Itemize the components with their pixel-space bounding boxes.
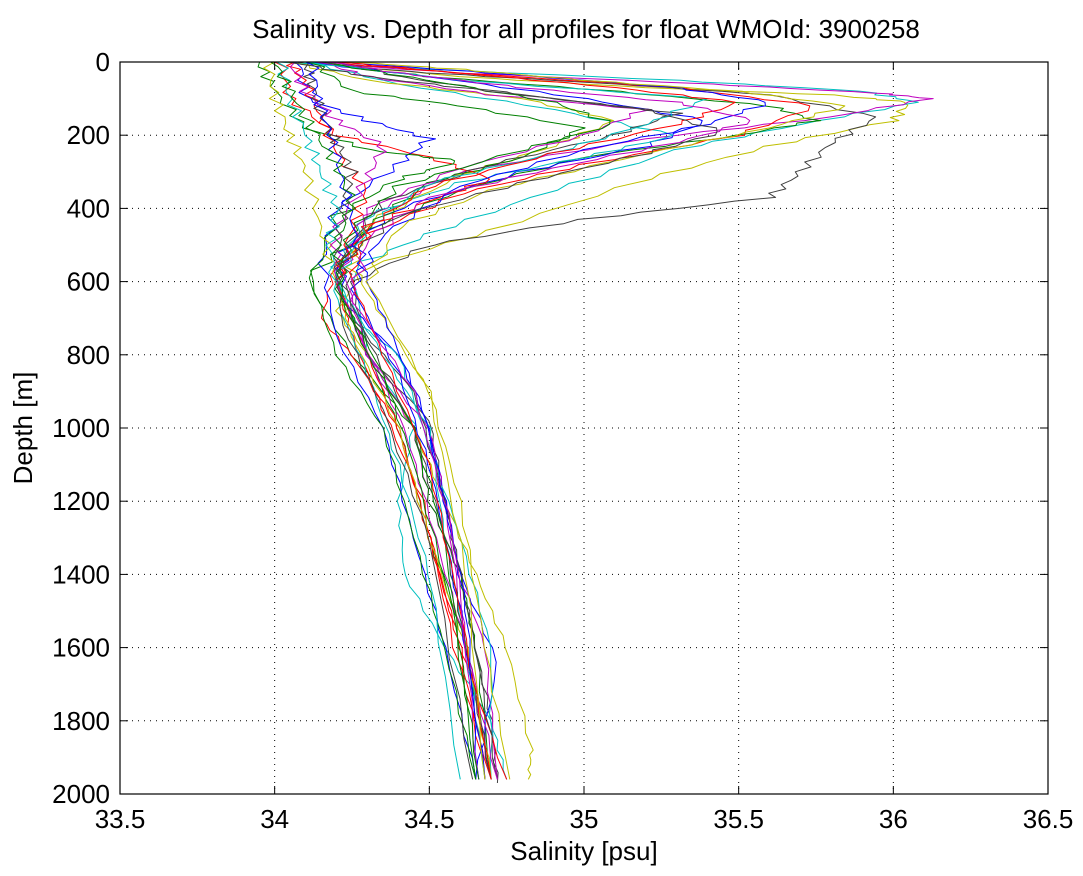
profile-lines bbox=[257, 61, 934, 784]
x-axis-label: Salinity [psu] bbox=[510, 836, 657, 866]
x-tick-label: 34.5 bbox=[404, 804, 455, 834]
y-axis-label: Depth [m] bbox=[8, 372, 38, 485]
profile-line-29 bbox=[288, 61, 718, 780]
y-tick-label: 1600 bbox=[52, 633, 110, 663]
x-tick-label: 34 bbox=[260, 804, 289, 834]
profile-line-22 bbox=[321, 61, 611, 780]
x-tick-label: 35.5 bbox=[713, 804, 764, 834]
chart-title: Salinity vs. Depth for all profiles for … bbox=[252, 14, 920, 44]
profile-line-28 bbox=[270, 61, 480, 780]
y-axis-ticks: 0 200 400 600 800 1000 1200 1400 1600 1800 2000 bbox=[52, 47, 1048, 809]
profile-line-26 bbox=[345, 61, 846, 780]
profile-line-19 bbox=[342, 61, 766, 780]
profile-line-14 bbox=[334, 61, 684, 780]
y-tick-label: 400 bbox=[67, 193, 110, 223]
profile-line-7 bbox=[306, 61, 703, 780]
profile-line-24 bbox=[276, 61, 461, 780]
x-tick-label: 36.5 bbox=[1023, 804, 1074, 834]
y-tick-label: 1800 bbox=[52, 706, 110, 736]
y-tick-label: 1200 bbox=[52, 486, 110, 516]
x-tick-label: 36 bbox=[879, 804, 908, 834]
y-tick-label: 1400 bbox=[52, 559, 110, 589]
profile-line-23 bbox=[334, 61, 736, 780]
x-axis-ticks: 33.5 34 34.5 35 35.5 36 36.5 bbox=[95, 62, 1074, 834]
profile-line-3 bbox=[280, 61, 919, 780]
profile-line-8 bbox=[304, 61, 674, 780]
y-tick-label: 800 bbox=[67, 340, 110, 370]
y-tick-label: 200 bbox=[67, 120, 110, 150]
profile-line-27 bbox=[324, 61, 751, 780]
profile-line-13 bbox=[294, 61, 477, 780]
y-tick-label: 0 bbox=[96, 47, 110, 77]
profile-line-16 bbox=[308, 61, 708, 780]
grid-lines bbox=[120, 62, 1048, 794]
profile-line-2 bbox=[294, 61, 877, 784]
profile-line-20 bbox=[289, 61, 498, 780]
y-tick-label: 600 bbox=[67, 267, 110, 297]
y-tick-label: 2000 bbox=[52, 779, 110, 809]
y-tick-label: 1000 bbox=[52, 413, 110, 443]
x-tick-label: 35 bbox=[570, 804, 599, 834]
profile-line-4 bbox=[305, 61, 934, 780]
profile-line-1 bbox=[308, 61, 909, 780]
profile-line-10 bbox=[306, 61, 586, 780]
x-tick-label: 33.5 bbox=[95, 804, 146, 834]
profile-line-15 bbox=[257, 61, 477, 780]
